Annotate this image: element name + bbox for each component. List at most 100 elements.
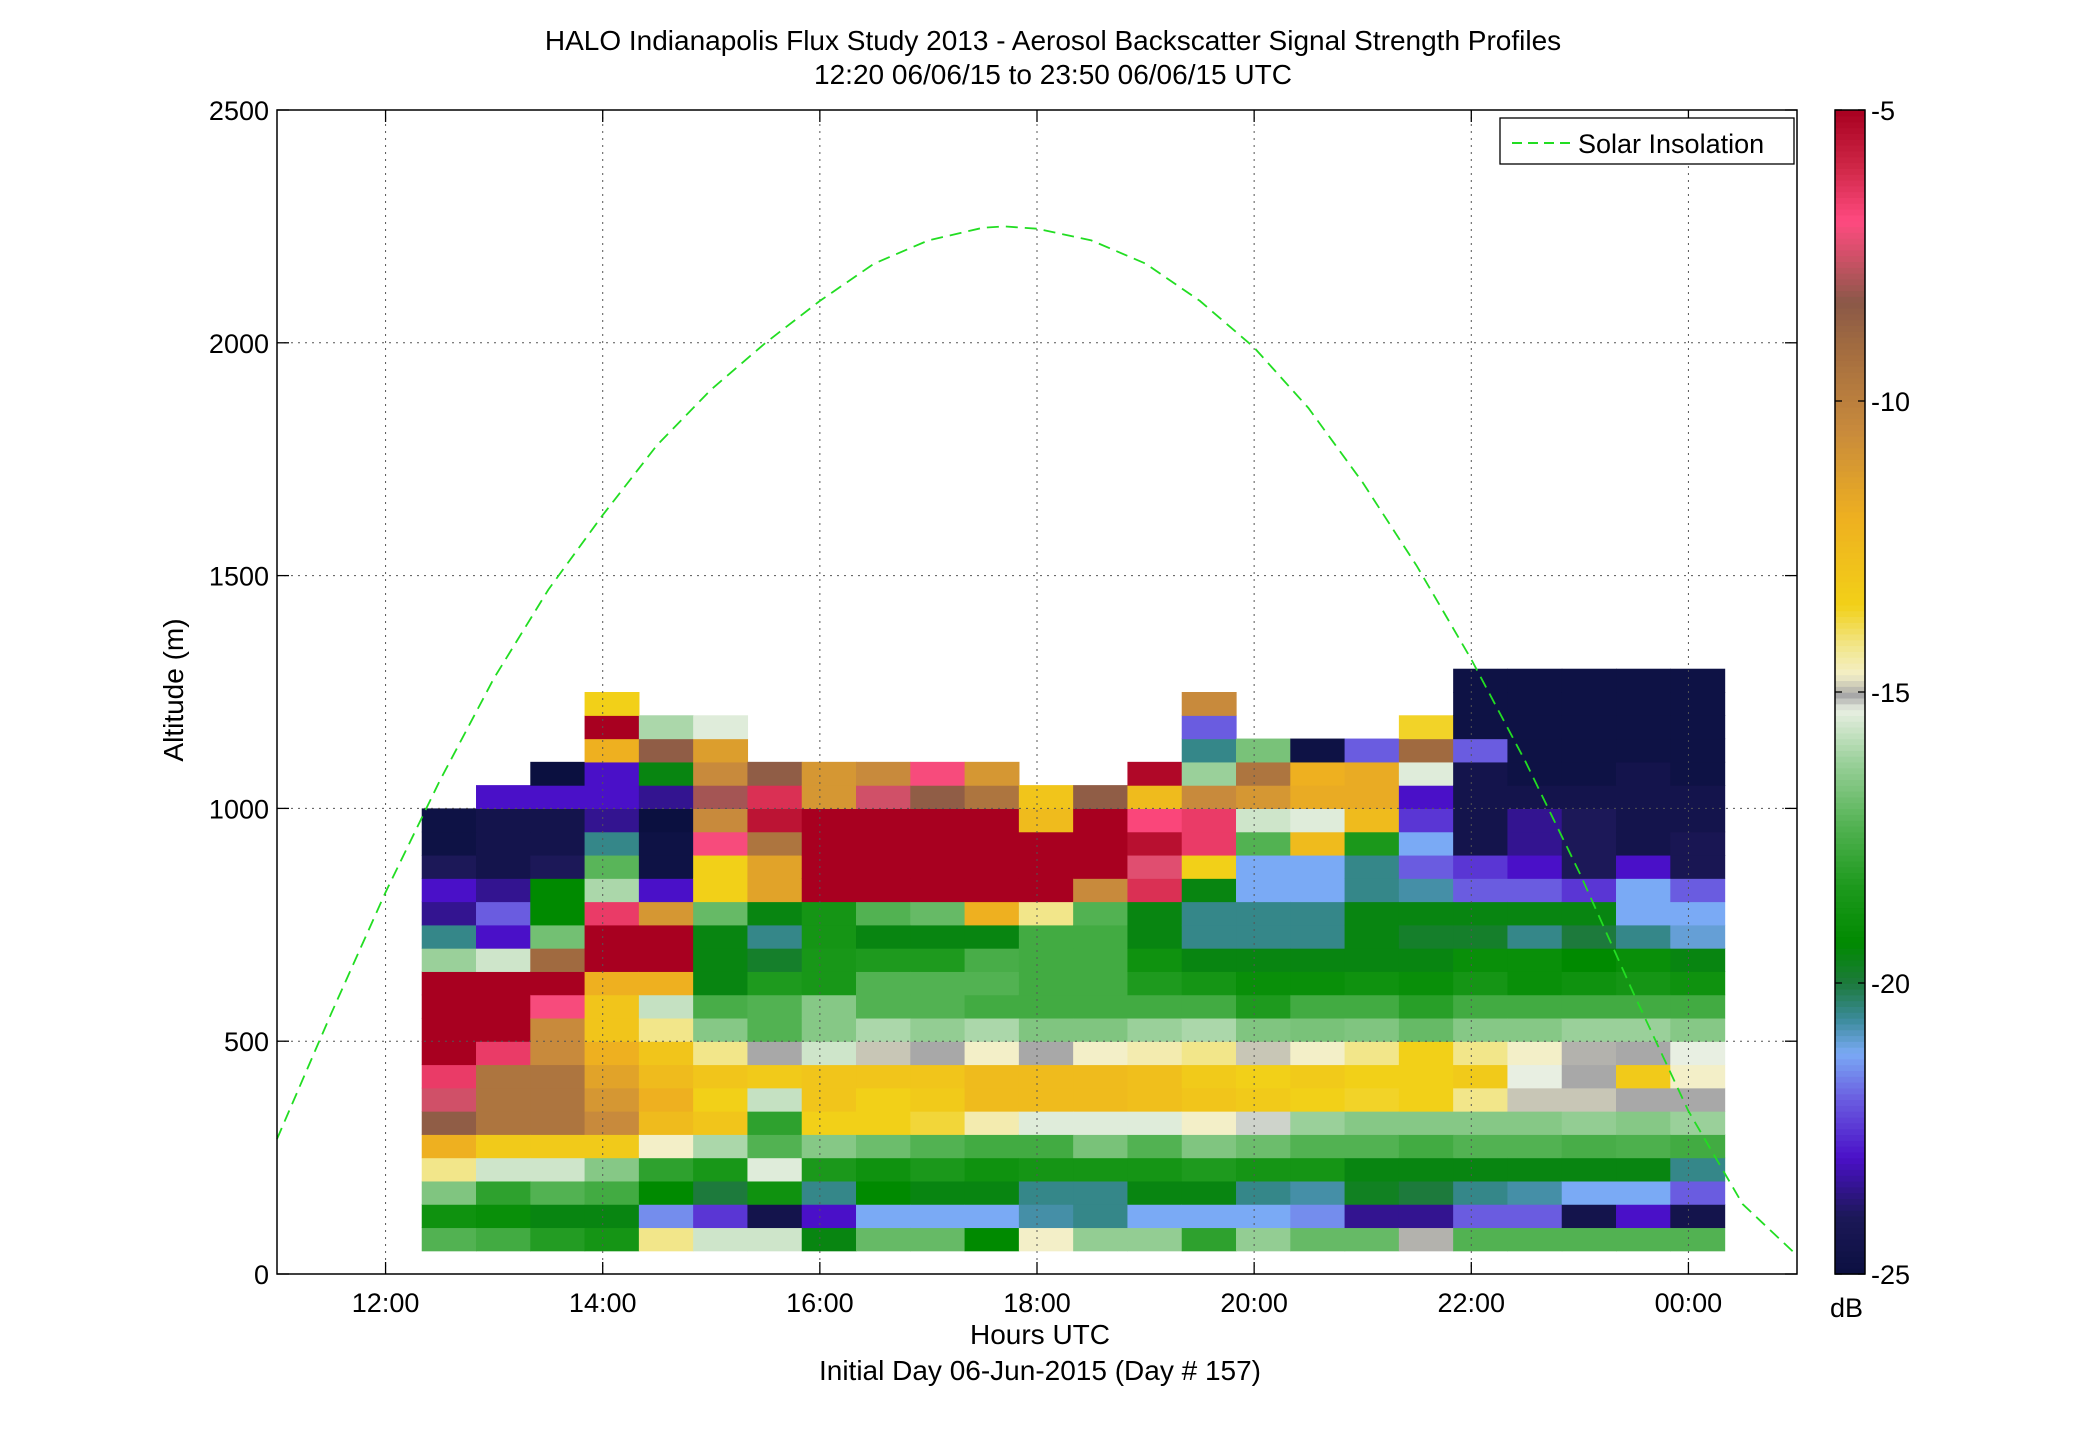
heatmap-cell	[1018, 1111, 1074, 1135]
colorbar-segment	[1835, 156, 1865, 164]
heatmap-cell	[1127, 878, 1183, 903]
heatmap-cell	[421, 1180, 477, 1205]
heatmap-cell	[584, 738, 640, 763]
colorbar: -5 -10 -15 -20 -25	[1834, 96, 1910, 1290]
heatmap-cell	[638, 901, 694, 926]
heatmap-cell	[910, 1111, 966, 1135]
heatmap-cell	[856, 1204, 911, 1229]
colorbar-segment	[1835, 459, 1865, 466]
colorbar-segment	[1835, 674, 1865, 682]
heatmap-cell	[856, 994, 911, 1019]
heatmap-cell	[964, 1017, 1020, 1042]
heatmap-cell	[1073, 1017, 1129, 1042]
heatmap-cell	[1344, 831, 1400, 856]
heatmap-cell	[964, 1204, 1020, 1229]
heatmap-cell	[747, 901, 803, 926]
y-tick-label: 2500	[209, 96, 269, 126]
colorbar-segment	[1835, 878, 1865, 885]
heatmap-cell	[801, 948, 857, 972]
heatmap-cell	[1344, 1134, 1400, 1159]
heatmap-cell	[530, 1180, 586, 1205]
heatmap-cell	[856, 808, 911, 833]
heatmap-cell	[1127, 1180, 1183, 1205]
heatmap-cell	[584, 971, 640, 996]
heatmap-cell	[1073, 1111, 1129, 1135]
heatmap-cell	[1181, 1204, 1237, 1229]
heatmap-cell	[801, 761, 857, 786]
colorbar-segment	[1835, 360, 1865, 367]
heatmap-cell	[1236, 854, 1291, 879]
colorbar-segment	[1835, 226, 1865, 233]
colorbar-segment	[1835, 1221, 1865, 1229]
heatmap-cell	[1561, 831, 1617, 856]
heatmap-cell	[584, 1157, 640, 1182]
heatmap-cell	[476, 1157, 531, 1182]
heatmap-cell	[1453, 1087, 1509, 1112]
heatmap-cell	[910, 831, 966, 856]
colorbar-segment	[1835, 889, 1865, 897]
heatmap-cell	[801, 901, 857, 926]
colorbar-segment	[1835, 726, 1865, 734]
heatmap-cell	[1616, 924, 1671, 949]
heatmap-cell	[1073, 785, 1129, 809]
colorbar-tick-label: -15	[1871, 678, 1910, 708]
heatmap-cell	[530, 1041, 586, 1066]
heatmap-cell	[964, 994, 1020, 1019]
colorbar-segment	[1835, 558, 1865, 565]
heatmap-cell	[584, 901, 640, 926]
colorbar-segment	[1835, 447, 1865, 455]
heatmap-cell	[1236, 1017, 1291, 1042]
heatmap-cell	[638, 1204, 694, 1229]
heatmap-cell	[1561, 971, 1617, 996]
heatmap-cell	[801, 785, 857, 809]
heatmap-cell	[1290, 785, 1346, 809]
colorbar-segment	[1835, 680, 1865, 687]
heatmap-cell	[964, 1180, 1020, 1205]
heatmap-cell	[584, 1111, 640, 1135]
heatmap-cell	[1670, 1017, 1726, 1042]
heatmap-cells	[421, 668, 1726, 1252]
heatmap-cell	[1616, 831, 1671, 856]
axes	[276, 109, 1798, 1275]
colorbar-segment	[1835, 901, 1865, 909]
heatmap-cell	[1181, 1041, 1237, 1066]
heatmap-cell	[530, 1227, 586, 1252]
heatmap-cell	[421, 808, 477, 833]
heatmap-cell	[1507, 738, 1563, 763]
heatmap-cell	[1670, 785, 1726, 809]
heatmap-cell	[476, 1111, 531, 1135]
colorbar-segment	[1835, 796, 1865, 804]
heatmap-cell	[584, 715, 640, 740]
heatmap-cell	[1236, 1064, 1291, 1089]
heatmap-cell	[856, 1180, 911, 1205]
heatmap-cell	[530, 1111, 586, 1135]
colorbar-segment	[1835, 313, 1865, 321]
heatmap-cell	[421, 831, 477, 856]
heatmap-cell	[1507, 994, 1563, 1019]
heatmap-cell	[421, 924, 477, 949]
colorbar-segment	[1835, 750, 1865, 757]
colorbar-segment	[1835, 849, 1865, 856]
heatmap-cell	[638, 1227, 694, 1252]
heatmap-cell	[1507, 1111, 1563, 1135]
heatmap-cell	[1344, 1204, 1400, 1229]
colorbar-segment	[1835, 808, 1865, 815]
heatmap-cell	[693, 715, 749, 740]
heatmap-cell	[1507, 1227, 1563, 1252]
heatmap-cell	[1018, 854, 1074, 879]
colorbar-segment	[1835, 1099, 1865, 1106]
heatmap-cell	[856, 831, 911, 856]
heatmap-cell	[910, 971, 966, 996]
heatmap-cell	[1561, 1064, 1617, 1089]
heatmap-cell	[638, 1087, 694, 1112]
heatmap-cell	[1181, 1180, 1237, 1205]
colorbar-segment	[1835, 255, 1865, 263]
heatmap-cell	[1344, 901, 1400, 926]
heatmap-cell	[1181, 1017, 1237, 1042]
colorbar-segment	[1835, 785, 1865, 792]
heatmap-cell	[1561, 692, 1617, 716]
heatmap-cell	[1561, 854, 1617, 879]
heatmap-cell	[1398, 1227, 1454, 1252]
heatmap-cell	[1236, 785, 1291, 809]
